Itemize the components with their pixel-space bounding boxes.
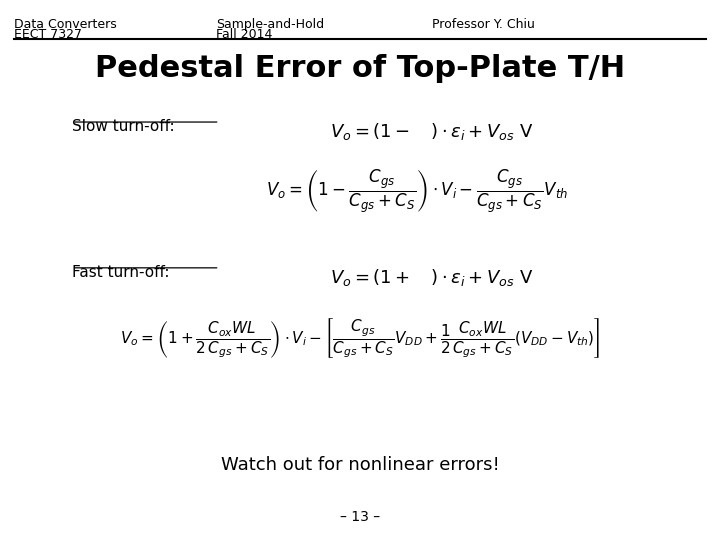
Text: Watch out for nonlinear errors!: Watch out for nonlinear errors! xyxy=(220,456,500,474)
Text: – 13 –: – 13 – xyxy=(340,510,380,524)
Text: $V_o = \left(1 - \dfrac{C_{gs}}{C_{gs}+C_S}\right)\cdot V_i - \dfrac{C_{gs}}{C_{: $V_o = \left(1 - \dfrac{C_{gs}}{C_{gs}+C… xyxy=(266,167,569,215)
Text: Fall 2014: Fall 2014 xyxy=(216,28,272,41)
Text: $V_o = \left(1 + \dfrac{C_{ox}WL}{2\,C_{gs}+C_S}\right)\cdot V_i - \left[\dfrac{: $V_o = \left(1 + \dfrac{C_{ox}WL}{2\,C_{… xyxy=(120,316,600,360)
Text: $V_o = \left(1 -\ \ \ \right)\cdot\varepsilon_i + V_{os}\ \mathrm{V}$: $V_o = \left(1 -\ \ \ \right)\cdot\varep… xyxy=(330,122,534,143)
Text: Sample-and-Hold: Sample-and-Hold xyxy=(216,18,324,31)
Text: $V_o = \left(1 +\ \ \ \right)\cdot\varepsilon_i + V_{os}\ \mathrm{V}$: $V_o = \left(1 +\ \ \ \right)\cdot\varep… xyxy=(330,267,534,288)
Text: Slow turn-off:: Slow turn-off: xyxy=(72,119,175,134)
Text: Pedestal Error of Top-Plate T/H: Pedestal Error of Top-Plate T/H xyxy=(95,54,625,83)
Text: EECT 7327: EECT 7327 xyxy=(14,28,82,41)
Text: Data Converters: Data Converters xyxy=(14,18,117,31)
Text: Professor Y. Chiu: Professor Y. Chiu xyxy=(432,18,535,31)
Text: Fast turn-off:: Fast turn-off: xyxy=(72,265,169,280)
